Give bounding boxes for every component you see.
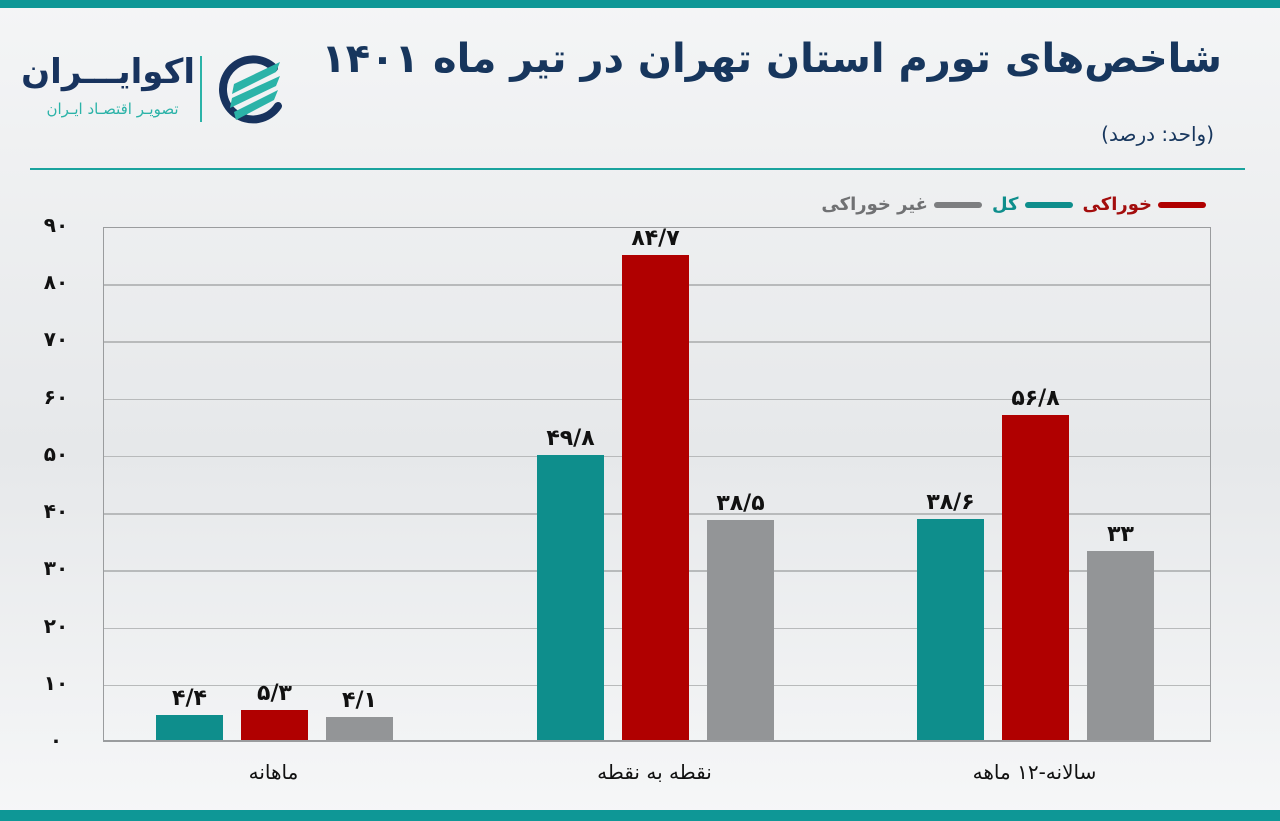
bar-value-label: ۴/۱ <box>342 687 377 713</box>
legend-item: کل <box>992 194 1073 215</box>
bar-value-label: ۳۸/۵ <box>716 490 765 516</box>
bar-value-label: ۳۳ <box>1107 522 1134 548</box>
plot-area: ۴/۴ ۵/۳ ۴/۱ ۴۹/۸ ۸۴/۷ ۳۸/۵ ۳۸/۶ ۵۶/۸ ۳۳ <box>103 226 1211 742</box>
legend-label: غیر خوراکی <box>821 194 928 215</box>
bar <box>1002 414 1069 740</box>
y-tick-label: ۰ <box>49 728 63 752</box>
bar <box>917 519 984 740</box>
bottom-accent-bar <box>0 810 1280 821</box>
bar <box>241 709 308 740</box>
y-tick-label: ۹۰ <box>43 213 69 237</box>
bar <box>1087 551 1154 740</box>
top-accent-bar <box>0 0 1280 8</box>
logo-divider <box>200 56 202 122</box>
logo-name: اکوایـــران <box>21 52 195 92</box>
y-tick-label: ۳۰ <box>43 556 69 581</box>
bar-value-label: ۵۶/۸ <box>1011 385 1060 411</box>
logo-tagline: تصویـر اقتصـاد ایـران <box>46 100 179 118</box>
x-category-label: ماهانه <box>248 760 299 784</box>
bar-value-label: ۴۹/۸ <box>546 426 595 452</box>
logo-mark-icon <box>219 55 282 124</box>
y-tick-label: ۲۰ <box>43 613 69 638</box>
legend-swatch-icon <box>1158 201 1206 208</box>
legend-item: غیر خوراکی <box>821 194 982 215</box>
bar <box>326 716 393 740</box>
bar-value-label: ۸۴/۷ <box>631 226 680 252</box>
bar <box>537 455 604 740</box>
x-category-label: سالانه-۱۲ ماهه <box>972 760 1097 784</box>
x-category-label: نقطه به نقطه <box>597 760 712 784</box>
bar-value-label: ۵/۳ <box>257 680 292 706</box>
unit-label: (واحد: درصد) <box>1101 122 1214 146</box>
bar-value-label: ۴/۴ <box>172 685 207 711</box>
legend-item: خوراکی <box>1083 194 1206 215</box>
y-tick-label: ۶۰ <box>43 384 69 409</box>
y-tick-label: ۵۰ <box>43 441 69 466</box>
ecoiran-logo: اکوایـــران تصویـر اقتصـاد ایـران <box>21 50 290 130</box>
legend-label: کل <box>991 194 1019 215</box>
y-tick-label: ۴۰ <box>43 499 69 524</box>
bar <box>156 714 223 740</box>
legend-label: خوراکی <box>1082 194 1152 215</box>
legend-swatch-icon <box>1024 201 1073 208</box>
header-divider <box>30 168 1245 170</box>
y-tick-label: ۷۰ <box>43 327 69 352</box>
bar <box>622 255 689 740</box>
bar-value-label: ۳۸/۶ <box>926 490 975 516</box>
y-tick-label: ۱۰ <box>43 670 69 695</box>
y-tick-label: ۸۰ <box>43 270 69 295</box>
chart-title: شاخص‌های تورم استان تهران در تیر ماه ۱۴۰… <box>321 36 1222 82</box>
legend-swatch-icon <box>933 201 982 208</box>
legend: خوراکی کل غیر خوراکی <box>821 194 1206 215</box>
bar <box>707 519 774 740</box>
